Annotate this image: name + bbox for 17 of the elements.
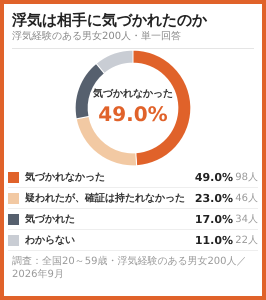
text: 調査：全国20～59歳・浮気経験のある男女200人／2026年9月 [12, 255, 248, 281]
text: 98人 [234, 171, 258, 184]
legend-label: 気づかれなかった [25, 171, 106, 184]
legend-label: 疑われたが、確証は持たれなかった [25, 192, 186, 205]
text: 34人 [234, 213, 258, 226]
data-label: 23.0% [194, 192, 233, 204]
data-label: 17.0% [194, 212, 233, 226]
slice-label: 気づかれなかった [92, 88, 173, 100]
data-label: 49.0% [98, 102, 168, 126]
text: 46人 [234, 192, 258, 205]
data-label: 11.0% [194, 234, 233, 246]
text: 22人 [234, 234, 258, 247]
text: 49.0% [194, 170, 233, 184]
legend-label: わからない [25, 234, 76, 247]
legend-label: 気づかれた [25, 213, 76, 226]
chart-title: 浮気は相手に気づかれたのか [12, 10, 208, 30]
chart-subtitle: 浮気経験のある男女200人・単一回答 [12, 30, 254, 49]
